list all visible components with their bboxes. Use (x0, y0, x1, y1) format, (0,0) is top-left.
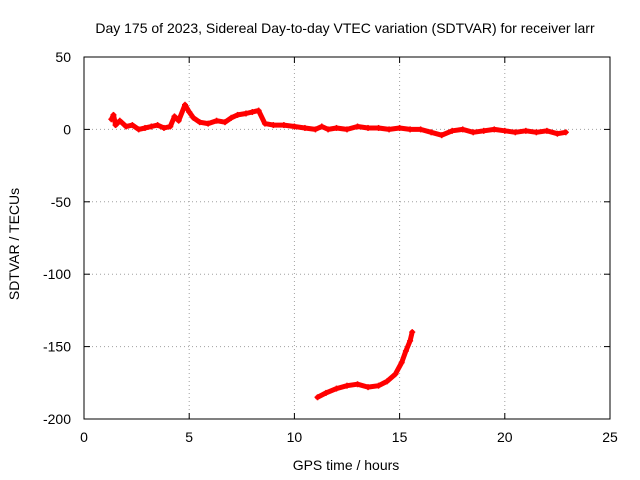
data-point (325, 126, 332, 133)
x-tick-label: 10 (287, 429, 303, 445)
data-point (123, 123, 130, 130)
data-point (175, 117, 182, 124)
data-point (186, 109, 193, 116)
y-tick-label: 50 (55, 49, 71, 65)
data-point (110, 111, 117, 118)
x-axis-label: GPS time / hours (293, 457, 400, 473)
data-point (491, 126, 498, 133)
data-point (205, 120, 212, 127)
data-point (333, 124, 340, 131)
data-point (196, 119, 203, 126)
data-point (354, 123, 361, 130)
data-point (409, 329, 416, 336)
data-point (386, 126, 393, 133)
data-point (562, 129, 569, 136)
y-tick-label: -100 (43, 266, 71, 282)
data-point (449, 127, 456, 134)
y-tick-label: -150 (43, 339, 71, 355)
data-point (255, 107, 262, 114)
data-point (375, 382, 382, 389)
x-tick-label: 20 (497, 429, 513, 445)
data-point (154, 122, 161, 129)
x-tick-label: 25 (602, 429, 618, 445)
data-point (470, 129, 477, 136)
data-point (407, 337, 414, 344)
data-point (167, 123, 174, 130)
data-point (402, 347, 409, 354)
data-point (407, 126, 414, 133)
data-point (375, 124, 382, 131)
data-point (383, 378, 390, 385)
data-point (270, 122, 277, 129)
y-axis-label: SDTVAR / TECUs (6, 188, 22, 300)
data-point (398, 359, 405, 366)
y-tick-label: -200 (43, 411, 71, 427)
data-point (344, 382, 350, 389)
x-tick-label: 5 (185, 429, 193, 445)
data-point (108, 116, 115, 123)
data-point (480, 127, 487, 134)
data-point (417, 126, 424, 133)
data-point (365, 124, 372, 131)
data-point (512, 129, 519, 136)
data-point (554, 130, 561, 137)
data-point (291, 123, 298, 130)
data-point (322, 389, 329, 396)
data-point (213, 117, 220, 124)
data-point (344, 126, 350, 133)
data-point (116, 117, 123, 124)
data-point (135, 126, 142, 133)
data-point (148, 123, 155, 130)
data-point (171, 113, 178, 120)
data-point (129, 122, 136, 129)
chart-title: Day 175 of 2023, Sidereal Day-to-day VTE… (95, 20, 595, 36)
data-point (318, 123, 325, 130)
data-point (181, 101, 188, 108)
data-point (112, 122, 119, 129)
data-point (312, 126, 319, 133)
data-point (354, 381, 361, 388)
data-point (543, 127, 550, 134)
data-point (533, 129, 540, 136)
data-point (160, 124, 167, 131)
data-point (249, 109, 256, 116)
plot-frame (83, 56, 611, 420)
data-point (234, 111, 241, 118)
data-point (333, 385, 340, 392)
data-point (301, 124, 308, 131)
data-point (221, 119, 228, 126)
data-point (280, 122, 287, 129)
x-tick-label: 0 (80, 429, 88, 445)
data-point (365, 384, 372, 391)
data-point (522, 127, 529, 134)
data-point (243, 110, 250, 117)
data-point (428, 129, 435, 136)
data-point (459, 126, 466, 133)
y-tick-label: -50 (51, 194, 71, 210)
data-point (396, 124, 403, 131)
data-point (314, 394, 321, 401)
x-tick-label: 15 (392, 429, 408, 445)
data-point (228, 114, 235, 121)
data-point (142, 124, 149, 131)
data-point (438, 132, 445, 139)
data-series-trace (315, 329, 415, 400)
data-point (501, 127, 508, 134)
data-point (190, 114, 197, 121)
data-point (392, 371, 399, 378)
y-tick-label: 0 (63, 121, 71, 137)
data-point (261, 120, 268, 127)
